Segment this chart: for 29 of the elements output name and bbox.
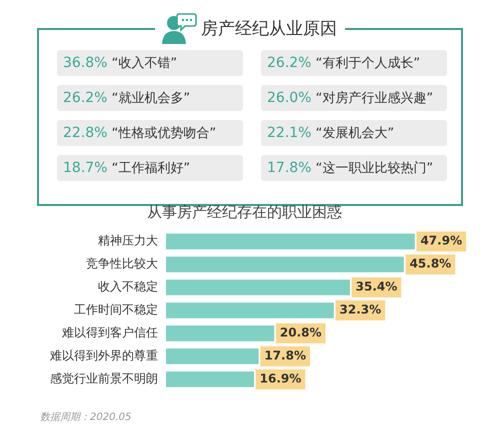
bar xyxy=(166,302,334,318)
text: 26.2% “有利于个人成长” xyxy=(267,55,420,71)
data-label: 35.4% xyxy=(356,280,398,294)
text: 房产经纪从业原因 xyxy=(197,18,345,38)
y-tick-label: 工作时间不稳定 xyxy=(74,302,158,317)
chart-title: 从事房产经纪存在的职业困惑 xyxy=(147,202,342,221)
text: 22.1% “发展机会大” xyxy=(267,125,394,141)
text: 18.7% “工作福利好” xyxy=(63,160,190,176)
bar xyxy=(166,371,254,388)
bar xyxy=(166,280,350,296)
bar xyxy=(166,256,404,272)
y-tick-label: 竞争性比较大 xyxy=(86,256,158,271)
text: 26.2% “就业机会多” xyxy=(63,90,190,106)
text: 22.8% “性格或优势吻合” xyxy=(63,125,216,141)
data-label: 16.9% xyxy=(260,371,302,386)
text: 数据周期：2020.05 xyxy=(40,410,132,424)
data-label: 20.8% xyxy=(280,325,322,340)
text: 17.8% “这一职业比较热门” xyxy=(267,160,434,176)
data-label: 47.9% xyxy=(420,234,462,248)
y-tick-label: 精神压力大 xyxy=(98,234,158,248)
text: 36.8% “收入不错” xyxy=(63,55,178,71)
y-tick-label: 收入不稳定 xyxy=(98,280,158,294)
text: 26.0% “对房产行业感兴趣” xyxy=(267,90,434,106)
data-label: 17.8% xyxy=(264,348,306,362)
data-label: 45.8% xyxy=(410,256,452,271)
y-tick-label: 感觉行业前景不明朗 xyxy=(50,371,158,386)
y-tick-label: 难以得到外界的尊重 xyxy=(49,348,158,362)
data-label: 32.3% xyxy=(340,302,382,317)
y-tick-label: 难以得到客户信任 xyxy=(61,325,158,340)
